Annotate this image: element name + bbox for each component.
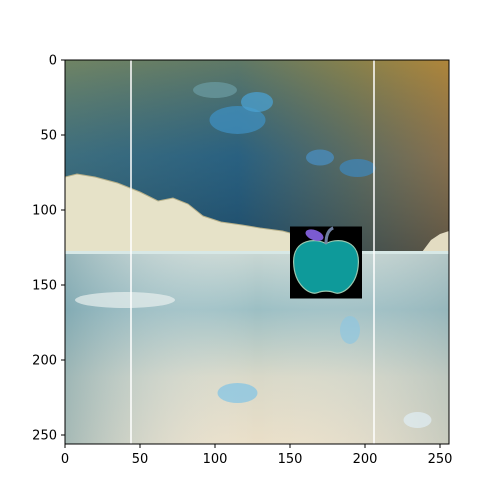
cloud-patch <box>193 82 237 98</box>
plot-image <box>65 60 449 444</box>
y-tick-label: 100 <box>32 204 57 219</box>
x-tick-label: 100 <box>203 452 228 467</box>
x-tick-label: 150 <box>278 452 303 467</box>
x-tick-label: 50 <box>132 452 149 467</box>
reflection-patch <box>75 292 175 308</box>
y-tick-label: 250 <box>32 429 57 444</box>
cloud-patch <box>340 159 376 177</box>
y-tick-label: 50 <box>40 129 57 144</box>
cloud-patch <box>241 92 273 112</box>
reflection-patch <box>218 383 258 403</box>
reflection-patch <box>404 412 432 428</box>
apple-inset <box>290 227 362 299</box>
x-tick-label: 200 <box>353 452 378 467</box>
reflection-patch <box>340 316 360 344</box>
x-axis-ticks: 0 50 100 150 200 250 <box>61 444 453 467</box>
y-axis-ticks: 0 50 100 150 200 250 <box>32 54 65 444</box>
y-tick-label: 0 <box>49 54 57 69</box>
cloud-patch <box>306 150 334 166</box>
shoreline <box>65 251 449 254</box>
apple-body <box>294 241 359 294</box>
y-tick-label: 150 <box>32 279 57 294</box>
x-tick-label: 0 <box>61 452 69 467</box>
water-side-tint <box>65 252 449 444</box>
y-tick-label: 200 <box>32 354 57 369</box>
x-tick-label: 250 <box>428 452 453 467</box>
